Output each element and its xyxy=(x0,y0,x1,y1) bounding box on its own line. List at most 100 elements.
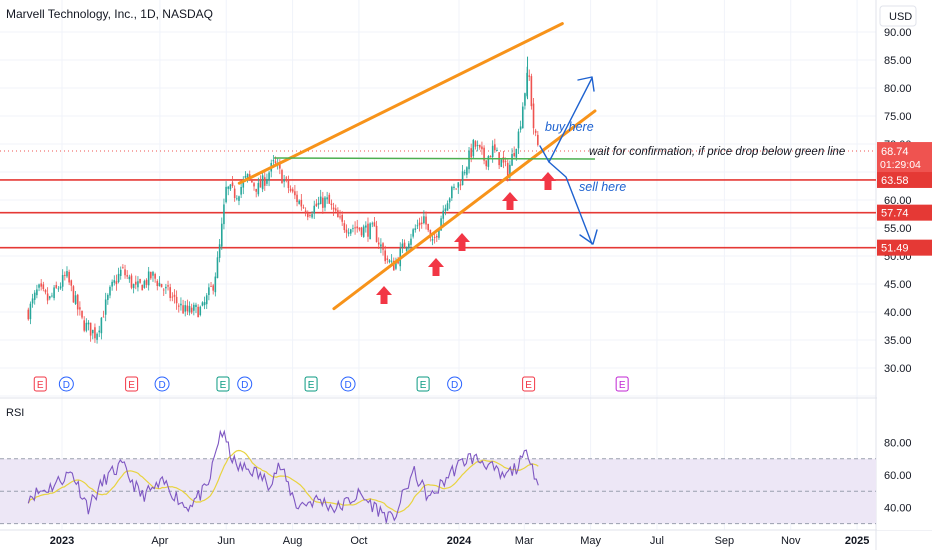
candle xyxy=(446,200,449,211)
candle xyxy=(36,284,38,299)
candle xyxy=(91,329,94,340)
candle-body xyxy=(420,222,423,224)
dividend-marker[interactable]: D xyxy=(58,376,74,392)
event-marker-label: E xyxy=(525,380,532,391)
dividend-marker[interactable]: D xyxy=(237,376,253,392)
candle xyxy=(156,279,159,291)
candle xyxy=(457,182,460,194)
candle-body xyxy=(74,295,77,304)
candle xyxy=(403,239,406,249)
candle-body xyxy=(197,306,199,318)
earnings-marker[interactable]: E xyxy=(615,376,629,392)
candle-body xyxy=(334,208,337,211)
candle xyxy=(468,147,470,174)
earnings-marker[interactable]: E xyxy=(125,376,139,392)
candle xyxy=(263,172,266,191)
price-gridlines xyxy=(0,0,876,530)
candle-body xyxy=(446,203,449,211)
candle-body xyxy=(448,198,451,203)
level-price-badge: 51.49 xyxy=(877,239,932,256)
candle-body xyxy=(322,197,324,208)
event-marker-label: D xyxy=(451,380,458,391)
candle xyxy=(38,283,40,292)
earnings-marker[interactable]: E xyxy=(522,376,536,392)
candle-body xyxy=(152,271,154,276)
candle xyxy=(532,98,535,135)
candle xyxy=(435,233,438,243)
candle-body xyxy=(401,243,404,248)
earnings-marker[interactable]: E xyxy=(416,376,430,392)
candle xyxy=(423,210,425,225)
candle xyxy=(201,301,204,307)
projection-down-line[interactable] xyxy=(548,161,593,245)
candle xyxy=(87,320,90,331)
candle xyxy=(451,185,453,201)
candle-body xyxy=(46,293,49,301)
candle-body xyxy=(225,186,227,203)
channel-upper-line[interactable] xyxy=(237,22,564,185)
dividend-marker[interactable]: D xyxy=(340,376,356,392)
time-tick-label: Nov xyxy=(781,535,801,547)
candle-body xyxy=(311,214,313,218)
candle-body xyxy=(365,225,367,228)
candle-body xyxy=(147,271,150,286)
candle xyxy=(122,264,124,269)
rsi-line[interactable] xyxy=(27,429,539,523)
candle-body xyxy=(210,286,212,287)
candle xyxy=(448,197,451,209)
candle xyxy=(197,304,199,318)
dividend-marker[interactable]: D xyxy=(447,376,463,392)
earnings-marker[interactable]: E xyxy=(33,376,47,392)
candle-body xyxy=(27,309,30,320)
earnings-marker[interactable]: E xyxy=(304,376,318,392)
candle-body xyxy=(208,287,210,296)
candle xyxy=(229,184,232,191)
green-confirmation-line[interactable] xyxy=(274,157,595,160)
candle xyxy=(485,160,488,170)
sell-here-annotation[interactable]: sell here xyxy=(579,180,626,194)
dividend-marker[interactable]: D xyxy=(154,376,170,392)
candle xyxy=(186,299,189,316)
candle xyxy=(72,285,75,303)
red-arrow-marker xyxy=(454,233,470,251)
price-axis: 30.0035.0040.0045.0050.0055.0060.0065.00… xyxy=(877,0,932,530)
candle-body xyxy=(309,215,311,217)
confirmation-note-annotation[interactable]: wait for confirmation, if price drop bel… xyxy=(589,146,845,158)
candle-body xyxy=(457,182,460,188)
candle-body xyxy=(294,191,296,196)
candle-body xyxy=(315,203,318,207)
candle-body xyxy=(203,302,206,306)
channel-lower-line[interactable] xyxy=(332,109,597,311)
candle-body xyxy=(291,189,294,192)
candle xyxy=(173,289,176,304)
candle-body xyxy=(117,273,120,283)
candle xyxy=(145,278,148,288)
candle-body xyxy=(296,194,298,202)
badge-background xyxy=(877,239,932,256)
candle-body xyxy=(382,243,384,250)
level-price-badge: 63.58 xyxy=(877,171,932,188)
candle xyxy=(268,170,270,187)
currency-button[interactable]: USD xyxy=(879,5,917,27)
candle-body xyxy=(483,147,485,161)
candle xyxy=(180,297,182,311)
time-tick-label: Jun xyxy=(217,535,235,547)
candle-body xyxy=(324,197,326,208)
candle xyxy=(220,217,223,250)
candle-body xyxy=(236,198,238,200)
candle-body xyxy=(466,167,468,175)
candle xyxy=(521,102,524,129)
candle-body xyxy=(537,134,539,145)
candle-body xyxy=(240,186,242,195)
candle xyxy=(416,219,419,229)
candle-body xyxy=(154,274,156,279)
candle xyxy=(509,160,511,181)
candle-body xyxy=(302,207,305,209)
candle xyxy=(40,279,42,291)
earnings-marker[interactable]: E xyxy=(216,376,230,392)
candle xyxy=(502,151,505,169)
buy-here-annotation[interactable]: buy here xyxy=(545,120,594,134)
candle-body xyxy=(72,286,75,303)
candle-body xyxy=(461,171,464,186)
